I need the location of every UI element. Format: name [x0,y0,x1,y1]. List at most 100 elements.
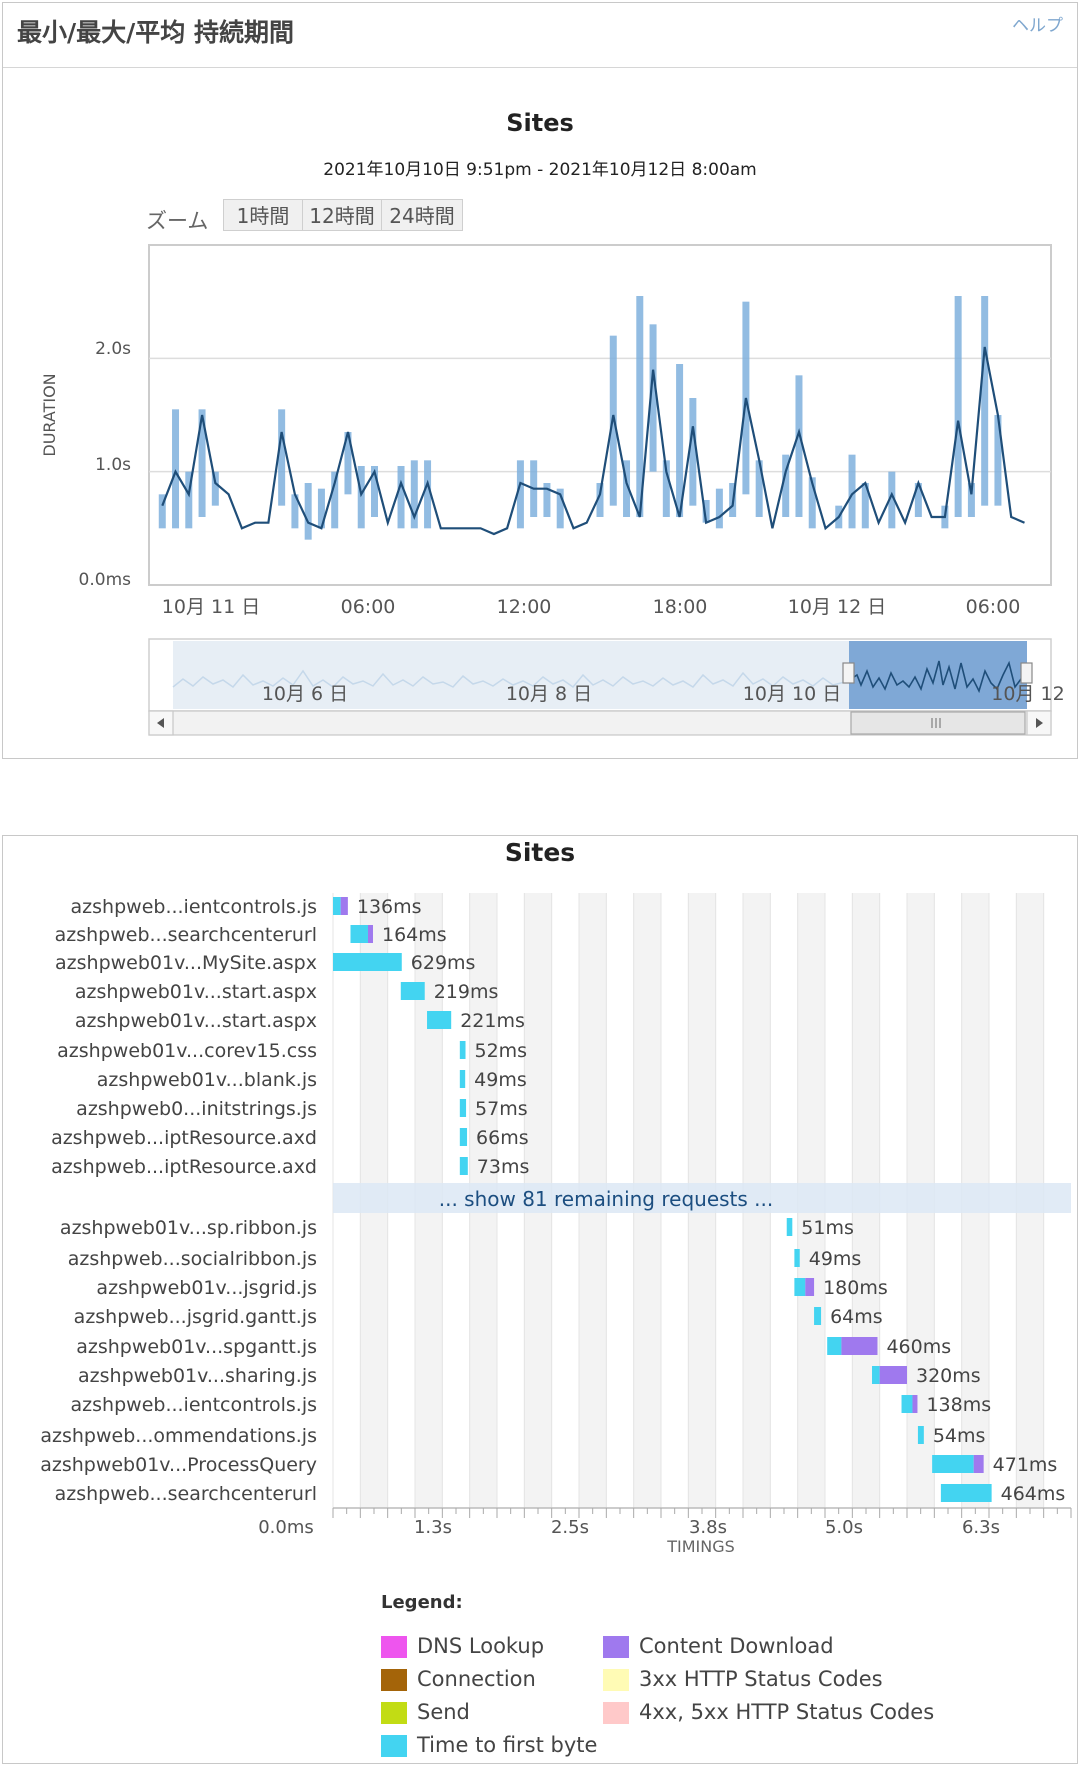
range-bar [808,477,816,529]
ttfb-bar [917,1426,924,1444]
request-label[interactable]: azshpweb01v...start.aspx [75,1010,317,1032]
range-bar [172,409,180,529]
request-label[interactable]: azshpweb...iptResource.axd [51,1156,317,1178]
range-bar [636,296,644,517]
duration-label: 49ms [474,1069,527,1091]
range-bar [954,296,962,517]
ttfb-bar [333,953,402,971]
navigator[interactable]: 10月 6 日 10月 8 日 10月 10 日 10月 12 [148,638,1065,712]
range-bar [185,471,193,529]
duration-label: 52ms [475,1040,528,1062]
legend-swatch [381,1669,407,1691]
request-label[interactable]: azshpweb...iptResource.axd [51,1127,317,1149]
help-link[interactable]: ヘルプ [1012,16,1063,36]
request-label[interactable]: azshpweb...ommendations.js [40,1425,317,1447]
waterfall-panel: Sites azshpweb...ientcontrols.js azshpweb… [2,835,1078,1764]
download-bar [912,1395,918,1413]
request-label[interactable]: azshpweb01v...corev15.css [57,1040,317,1062]
duration-panel: 最小/最大/平均 持続期間 ヘルプ Sites 2021年10月10日 9:51… [2,2,1078,759]
legend-content-download: Content Download [603,1633,834,1659]
zoom-label: ズーム [146,209,209,233]
range-bar [967,483,975,517]
chart-title: Sites [506,109,574,137]
x-tick-4: 5.0s [825,1517,863,1538]
request-label[interactable]: azshpweb...searchcenterurl [55,1483,317,1505]
duration-label: 219ms [434,981,499,1003]
legend-swatch [603,1669,629,1691]
scrollbar[interactable] [148,710,1052,736]
date-range: 2021年10月10日 9:51pm - 2021年10月12日 8:00am [323,160,757,180]
navigator-left-handle [842,662,855,684]
request-label[interactable]: azshpweb...socialribbon.js [68,1248,317,1270]
request-label[interactable]: azshpweb01v...sharing.js [78,1365,317,1387]
range-bar [914,483,922,517]
plot-area [148,244,1052,586]
show-more-row-bg [333,1183,1071,1213]
navigator-selected-line [850,660,1028,694]
request-label[interactable]: azshpweb...searchcenterurl [55,924,317,946]
ttfb-bar [901,1395,913,1413]
request-label[interactable]: azshpweb01v...MySite.aspx [55,952,317,974]
range-bar [357,466,365,529]
request-label[interactable]: azshpweb01v...blank.js [97,1069,317,1091]
arrow-right-icon [1036,718,1043,728]
zoom-1h-button[interactable]: 1時間 [223,199,303,231]
legend-label: Connection [417,1667,536,1691]
range-bar [795,375,803,517]
duration-label: 73ms [477,1156,530,1178]
range-bar [304,483,312,540]
legend-4xx-5xx: 4xx, 5xx HTTP Status Codes [603,1699,934,1725]
duration-chart: DURATION 2.0s 1.0s 0.0ms 10月 11 日 06:00 … [40,244,1065,736]
x-tick-1800: 18:00 [653,596,708,618]
request-label[interactable]: azshpweb01v...sp.ribbon.js [60,1217,317,1239]
range-bar [516,460,524,529]
x-axis-ticks [332,1508,1072,1518]
range-bar [317,488,325,529]
average-line [161,346,1025,536]
x-tick-0600: 06:00 [341,596,396,618]
range-bar [211,471,219,506]
ttfb-bar [427,1011,452,1029]
nav-label-oct12: 10月 12 [991,683,1064,705]
zoom-12h-button[interactable]: 12時間 [302,199,382,231]
ttfb-bar [786,1218,793,1236]
range-bar [662,460,670,517]
request-label[interactable]: azshpweb...jsgrid.gantt.js [74,1306,317,1328]
ttfb-bar [459,1041,466,1059]
request-label[interactable]: azshpweb01v...start.aspx [75,981,317,1003]
ttfb-bar [459,1070,466,1088]
range-bar [543,483,551,517]
request-label[interactable]: azshpweb01v...jsgrid.js [96,1277,317,1299]
ttfb-bar [333,897,341,915]
waterfall-title: Sites [504,838,576,867]
duration-label: 221ms [460,1010,525,1032]
zoom-24h-button[interactable]: 24時間 [381,199,463,231]
duration-label: 66ms [476,1127,529,1149]
range-bar [291,494,299,529]
y-tick-2s: 2.0s [95,339,131,359]
request-label[interactable]: azshpweb01v...spgantt.js [76,1336,317,1358]
duration-label: 460ms [886,1336,951,1358]
download-bar [841,1337,878,1355]
range-bar [278,409,286,506]
duration-label: 49ms [809,1248,862,1270]
show-more-link[interactable]: ... show 81 remaining requests ... [439,1187,774,1211]
range-bar [782,454,790,517]
request-label[interactable]: azshpweb...ientcontrols.js [71,896,317,918]
nav-label-oct6: 10月 6 日 [262,683,348,705]
x-axis-label: TIMINGS [666,1537,735,1556]
request-label[interactable]: azshpweb...ientcontrols.js [71,1394,317,1416]
request-label[interactable]: azshpweb01v...ProcessQuery [40,1454,317,1476]
download-bar [973,1455,984,1473]
range-bar [981,296,989,506]
navigator-right-handle [1020,662,1033,684]
x-tick-3: 3.8s [689,1517,727,1538]
ttfb-bar [932,1455,974,1473]
x-tick-1200: 12:00 [497,596,552,618]
ttfb-bar [872,1366,880,1384]
ttfb-bar [459,1157,468,1175]
duration-label: 57ms [475,1098,528,1120]
request-label[interactable]: azshpweb0...initstrings.js [76,1098,317,1120]
range-bar [556,488,564,529]
legend-send: Send [381,1699,470,1725]
